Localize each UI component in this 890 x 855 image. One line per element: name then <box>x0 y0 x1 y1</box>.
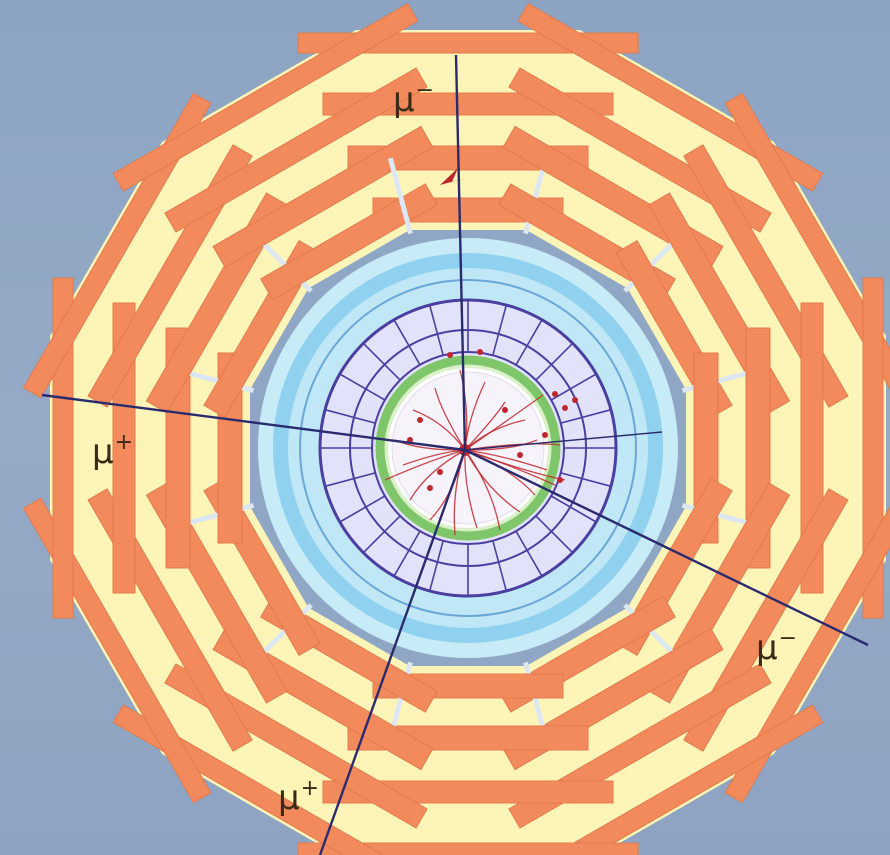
muon-track-top <box>454 54 467 451</box>
muon-track-bottom <box>318 449 467 855</box>
muon-plus-label-bottom: μ+ <box>278 776 320 818</box>
muon-plus-label-left: μ+ <box>92 430 134 472</box>
muon-chamber-s11-l0 <box>112 2 419 192</box>
muon-minus-label-right: μ− <box>756 626 798 668</box>
charged-track <box>409 449 466 501</box>
charged-track <box>464 449 566 481</box>
track-hit <box>437 469 443 475</box>
muon-chamber-s10-l0 <box>22 92 212 399</box>
charged-track <box>412 409 466 451</box>
track-hit <box>557 477 563 483</box>
muon-chamber-s11-l3 <box>260 183 438 301</box>
muon-chambers <box>22 2 890 855</box>
charged-track <box>464 449 521 513</box>
charged-track <box>464 449 501 531</box>
muon-track-left <box>41 393 466 452</box>
charged-track <box>464 401 506 451</box>
muon-chamber-s1-l0 <box>517 2 824 192</box>
track-hit <box>502 407 508 413</box>
track-hit <box>572 397 578 403</box>
track-hit <box>552 391 558 397</box>
charged-track <box>384 449 466 481</box>
track-hit <box>542 432 548 438</box>
ecal-ring <box>375 355 561 541</box>
muon-tracks <box>41 54 869 855</box>
muon-minus-label-top: μ− <box>393 78 435 120</box>
charged-track <box>464 449 548 471</box>
track-right-short <box>464 431 663 451</box>
particle-tracks <box>384 168 578 536</box>
muon-chamber-hit <box>440 168 466 185</box>
charged-track <box>464 394 544 451</box>
charged-track <box>464 449 478 529</box>
charged-track <box>434 387 466 451</box>
track-hit <box>447 352 453 358</box>
track-hit <box>562 405 568 411</box>
charged-track <box>464 439 538 451</box>
track-hit <box>427 485 433 491</box>
muon-chamber-s11-l2 <box>212 125 434 268</box>
muon-chamber-s7-l0 <box>112 704 419 855</box>
track-hit <box>517 452 523 458</box>
muon-chamber-s6-l0 <box>297 842 639 855</box>
track-hit <box>477 349 483 355</box>
track-hit <box>417 417 423 423</box>
muon-chamber-s11-l1 <box>164 67 428 233</box>
muon-chamber-s4-l0 <box>724 497 890 804</box>
muon-track-right <box>464 448 869 647</box>
